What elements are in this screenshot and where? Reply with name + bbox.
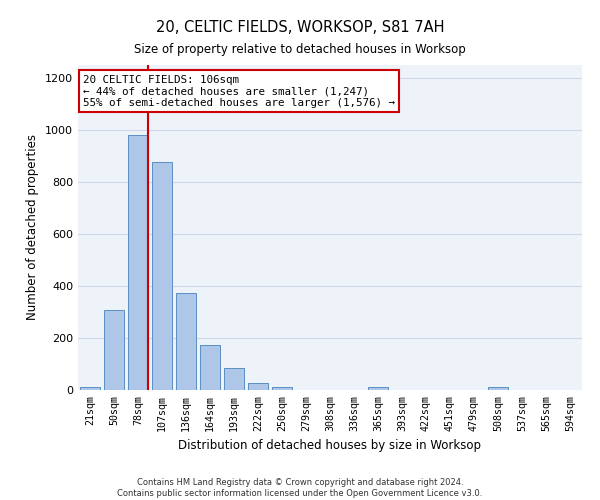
Bar <box>488 387 508 390</box>
Bar <box>272 387 292 390</box>
Text: 20, CELTIC FIELDS, WORKSOP, S81 7AH: 20, CELTIC FIELDS, WORKSOP, S81 7AH <box>156 20 444 35</box>
Text: 20 CELTIC FIELDS: 106sqm
← 44% of detached houses are smaller (1,247)
55% of sem: 20 CELTIC FIELDS: 106sqm ← 44% of detach… <box>83 74 395 108</box>
X-axis label: Distribution of detached houses by size in Worksop: Distribution of detached houses by size … <box>179 439 482 452</box>
Bar <box>80 386 100 390</box>
Bar <box>368 388 388 390</box>
Bar <box>152 162 172 390</box>
Bar <box>104 310 124 390</box>
Bar <box>176 294 196 390</box>
Bar <box>128 135 148 390</box>
Bar <box>248 383 268 390</box>
Bar <box>200 344 220 390</box>
Text: Size of property relative to detached houses in Worksop: Size of property relative to detached ho… <box>134 42 466 56</box>
Text: Contains HM Land Registry data © Crown copyright and database right 2024.
Contai: Contains HM Land Registry data © Crown c… <box>118 478 482 498</box>
Y-axis label: Number of detached properties: Number of detached properties <box>26 134 40 320</box>
Bar <box>224 368 244 390</box>
